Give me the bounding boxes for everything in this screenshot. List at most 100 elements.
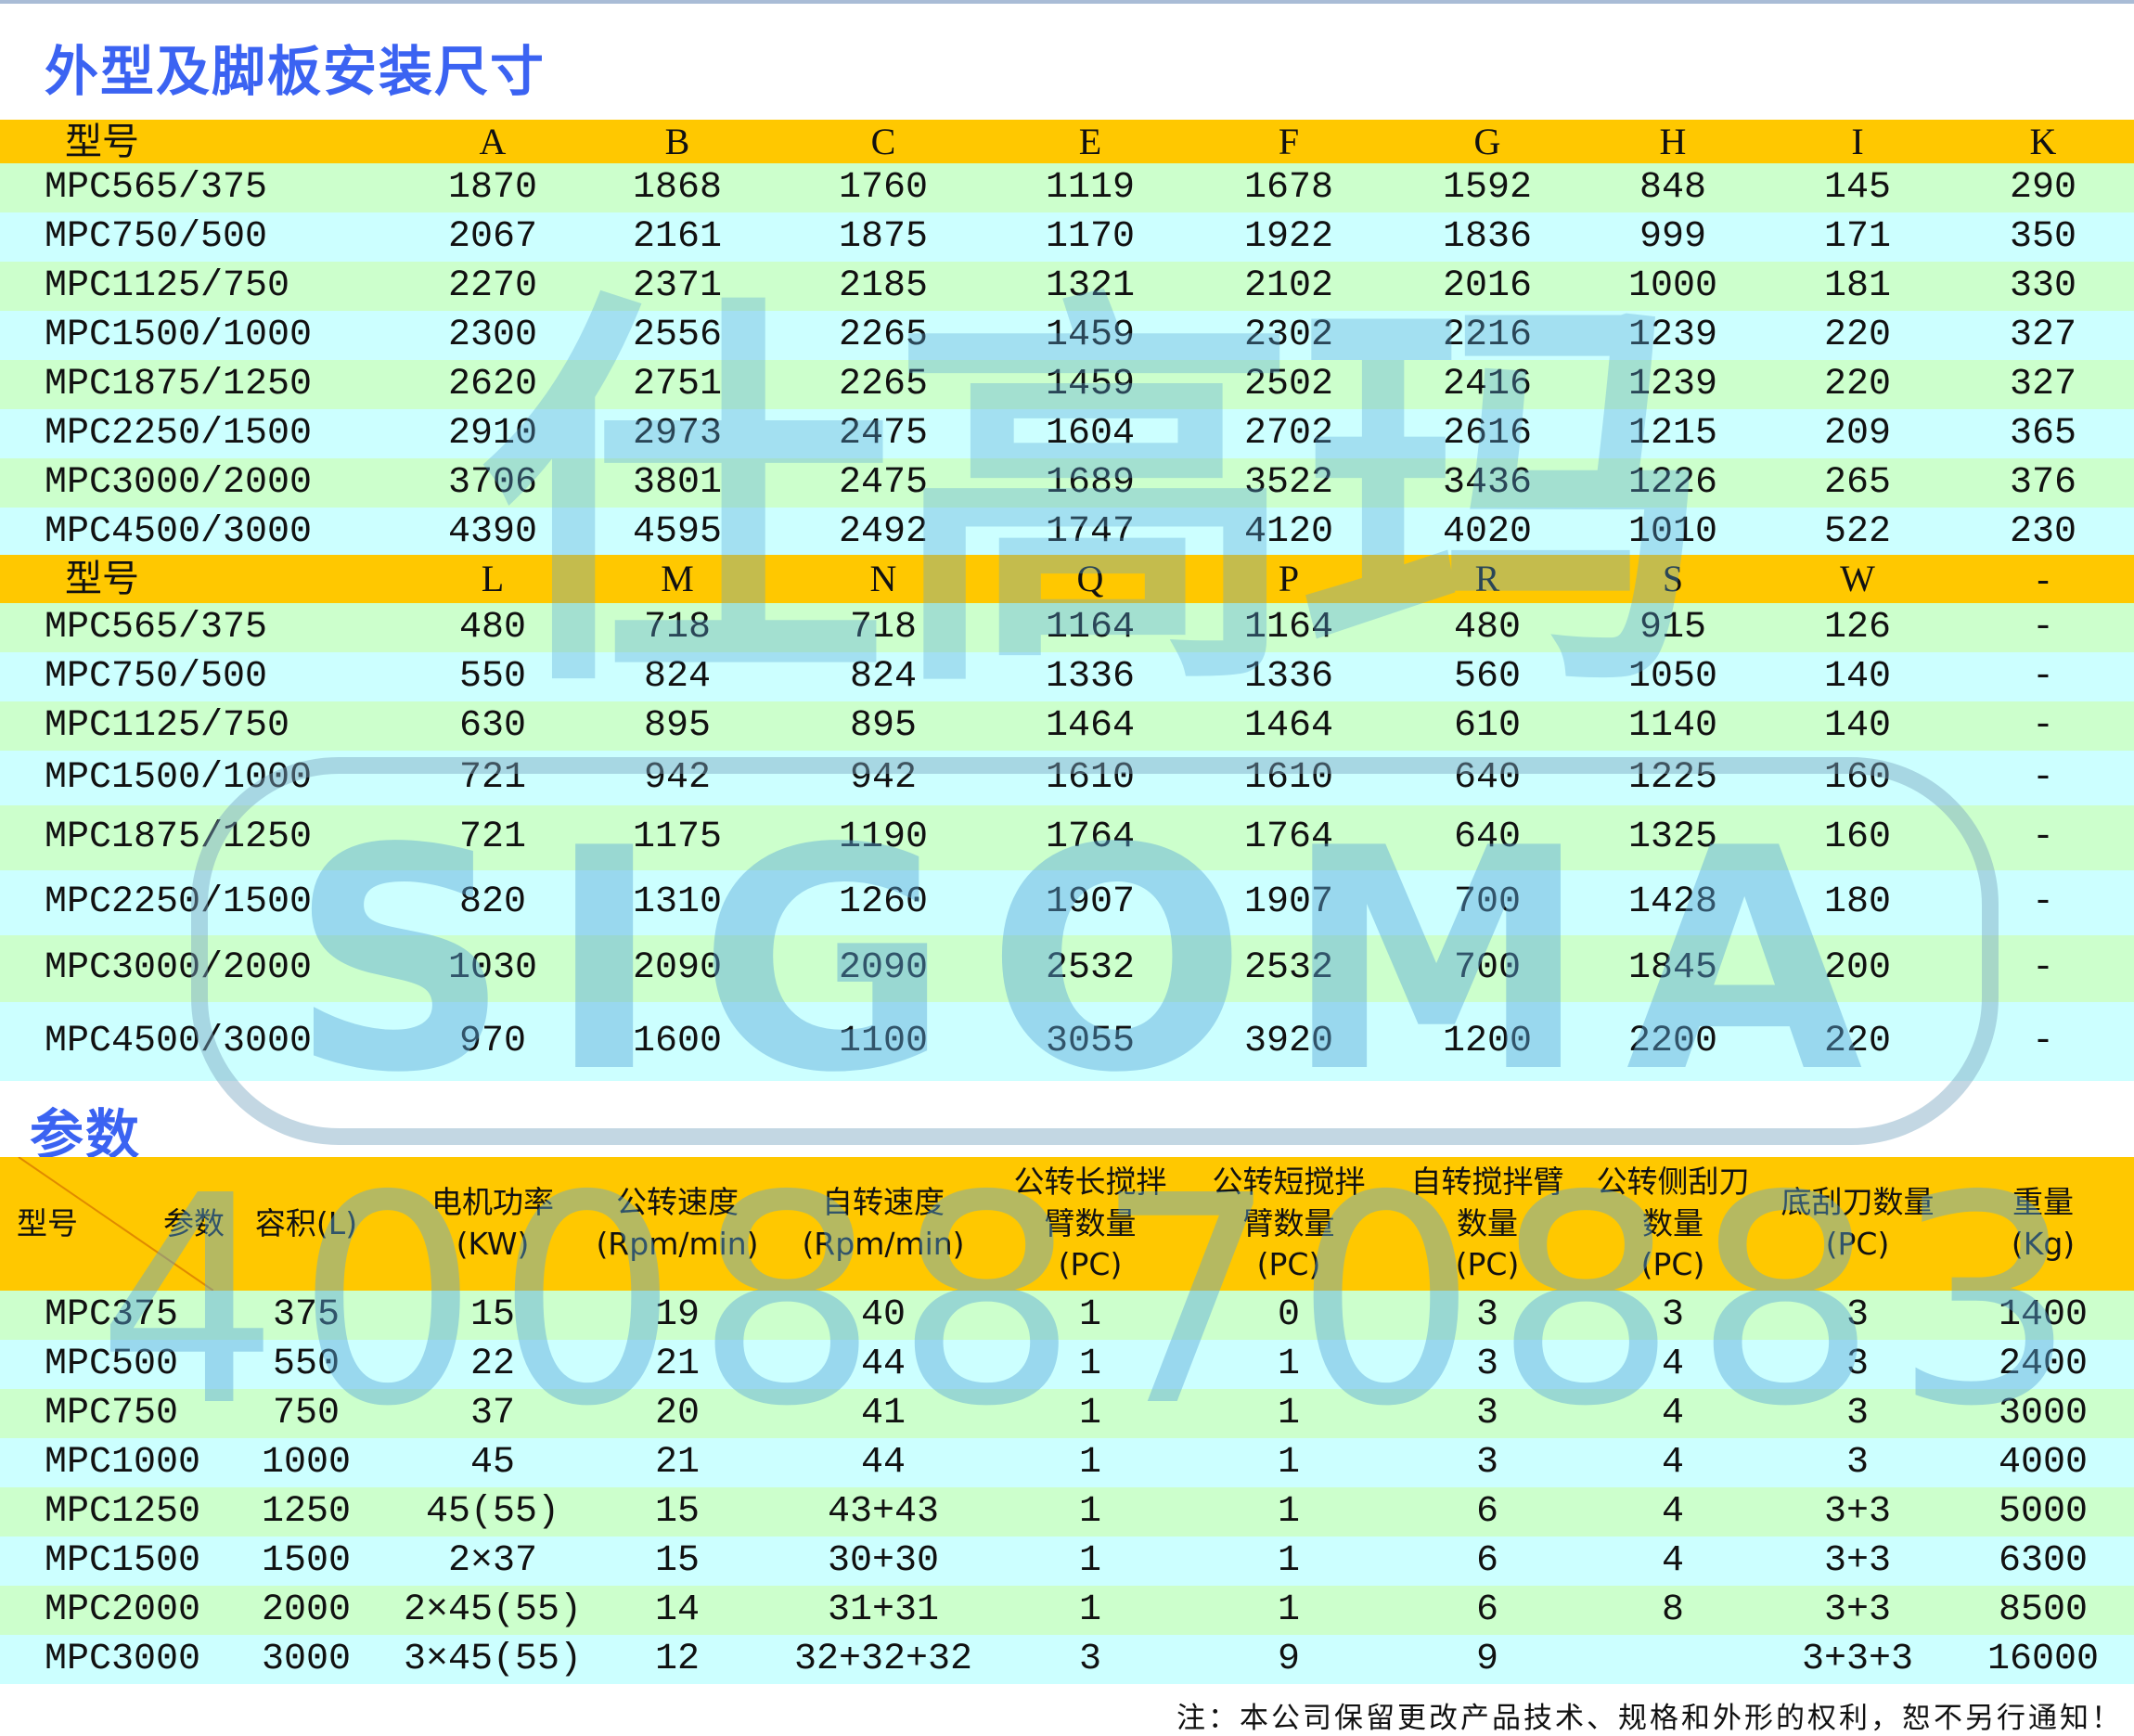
value-cell: 1600 bbox=[632, 1020, 723, 1062]
value-cell: 6 bbox=[1475, 1588, 1499, 1631]
value-cell: 970 bbox=[458, 1020, 527, 1062]
value-cell: 1 bbox=[1277, 1343, 1301, 1385]
value-cell: 32+32+32 bbox=[793, 1638, 973, 1680]
value-cell: 160 bbox=[1823, 817, 1892, 858]
value-cell: 1250 bbox=[261, 1490, 352, 1533]
value-cell: 1428 bbox=[1627, 881, 1718, 923]
value-cell: 2751 bbox=[632, 363, 723, 405]
value-cell: 1030 bbox=[447, 947, 538, 989]
value-cell: 209 bbox=[1823, 412, 1892, 455]
value-cell: 1215 bbox=[1627, 412, 1718, 455]
column-header: Q bbox=[1076, 558, 1104, 599]
table-row: MPC4500/3000 4390 4595 2492 1747 4120 4020 1010… bbox=[0, 508, 2134, 557]
value-cell: 3 bbox=[1475, 1343, 1499, 1385]
value-cell: 4020 bbox=[1442, 510, 1533, 553]
model-cell: MPC565/375 bbox=[45, 166, 268, 209]
value-cell: 44 bbox=[860, 1343, 906, 1385]
table-row: MPC2250/1500 820 1310 1260 1907 1907 700 1428 18… bbox=[0, 870, 2134, 935]
value-cell: 4 bbox=[1661, 1539, 1685, 1582]
value-cell: 3+3 bbox=[1823, 1539, 1892, 1582]
value-cell: 4595 bbox=[632, 510, 723, 553]
table-row: MPC1000 1000 45 21 44 1 1 3 4 3 4000 bbox=[0, 1438, 2134, 1487]
value-cell: 824 bbox=[849, 655, 918, 698]
value-cell: 895 bbox=[849, 704, 918, 747]
value-cell: 2067 bbox=[447, 215, 538, 258]
value-cell: 171 bbox=[1823, 215, 1892, 258]
value-cell: 327 bbox=[2009, 363, 2077, 405]
value-cell: 1 bbox=[1277, 1392, 1301, 1434]
value-cell: 1164 bbox=[1243, 606, 1334, 649]
value-cell: 640 bbox=[1453, 756, 1522, 799]
value-cell: - bbox=[2031, 655, 2055, 698]
value-cell: 220 bbox=[1823, 1020, 1892, 1062]
value-cell: 4 bbox=[1661, 1392, 1685, 1434]
value-cell: 8 bbox=[1661, 1588, 1685, 1631]
column-header: A bbox=[479, 120, 507, 162]
value-cell: 1010 bbox=[1627, 510, 1718, 553]
table-row: MPC2250/1500 2910 2973 2475 1604 2702 2616 1215… bbox=[0, 409, 2134, 458]
value-cell: 1464 bbox=[1045, 704, 1136, 747]
column-header: 型号 bbox=[17, 1204, 78, 1241]
value-cell: 376 bbox=[2009, 461, 2077, 504]
value-cell: 942 bbox=[643, 756, 712, 799]
value-cell: 4000 bbox=[1998, 1441, 2089, 1484]
value-cell: 1845 bbox=[1627, 947, 1718, 989]
value-cell: 2000 bbox=[261, 1588, 352, 1631]
value-cell: 2502 bbox=[1243, 363, 1334, 405]
value-cell: 610 bbox=[1453, 704, 1522, 747]
value-cell: 3436 bbox=[1442, 461, 1533, 504]
table-row: MPC565/375 480 718 718 1164 1164 480 915 126 - bbox=[0, 603, 2134, 652]
value-cell: 330 bbox=[2009, 264, 2077, 307]
value-cell: 999 bbox=[1639, 215, 1707, 258]
value-cell: 2556 bbox=[632, 314, 723, 356]
value-cell: 1922 bbox=[1243, 215, 1334, 258]
value-cell: 522 bbox=[1823, 510, 1892, 553]
value-cell: 21 bbox=[654, 1441, 701, 1484]
model-cell: MPC1125/750 bbox=[45, 704, 290, 747]
table-row: MPC750 750 37 20 41 1 1 3 4 3 3000 bbox=[0, 1389, 2134, 1438]
value-cell: 1610 bbox=[1243, 756, 1334, 799]
value-cell: 3 bbox=[1475, 1441, 1499, 1484]
table-row: MPC1500 1500 2×37 15 30+30 1 1 6 4 3+3 6300 bbox=[0, 1537, 2134, 1586]
value-cell: 2200 bbox=[1627, 1020, 1718, 1062]
model-cell: MPC3000 bbox=[45, 1638, 201, 1680]
value-cell: 145 bbox=[1823, 166, 1892, 209]
column-header: B bbox=[664, 120, 690, 162]
value-cell: 718 bbox=[849, 606, 918, 649]
value-cell: 1400 bbox=[1998, 1293, 2089, 1336]
value-cell: 1 bbox=[1078, 1392, 1102, 1434]
table-row: MPC1250 1250 45(55) 15 43+43 1 1 6 4 3+3 5000 bbox=[0, 1487, 2134, 1537]
model-cell: MPC1500/1000 bbox=[45, 756, 313, 799]
value-cell: 721 bbox=[458, 756, 527, 799]
value-cell: 1836 bbox=[1442, 215, 1533, 258]
value-cell: 1760 bbox=[838, 166, 929, 209]
value-cell: 3801 bbox=[632, 461, 723, 504]
column-header: 底刮刀数量 (PC) bbox=[1780, 1184, 1935, 1262]
value-cell: 1907 bbox=[1243, 881, 1334, 923]
value-cell: 1000 bbox=[261, 1441, 352, 1484]
value-cell: 2475 bbox=[838, 412, 929, 455]
value-cell: 750 bbox=[272, 1392, 341, 1434]
column-header: R bbox=[1474, 558, 1500, 599]
value-cell: 700 bbox=[1453, 947, 1522, 989]
table-row: MPC3000 3000 3×45(55) 12 32+32+32 3 9 9 3+3+3 160… bbox=[0, 1635, 2134, 1684]
value-cell: - bbox=[2031, 817, 2055, 858]
value-cell: 220 bbox=[1823, 363, 1892, 405]
value-cell: 3×45(55) bbox=[403, 1638, 583, 1680]
value-cell: 1764 bbox=[1243, 817, 1334, 858]
model-cell: MPC2000 bbox=[45, 1588, 201, 1631]
value-cell: 1310 bbox=[632, 881, 723, 923]
value-cell: 40 bbox=[860, 1293, 906, 1336]
value-cell: 1 bbox=[1078, 1343, 1102, 1385]
model-cell: MPC750/500 bbox=[45, 215, 268, 258]
value-cell: 2090 bbox=[632, 947, 723, 989]
value-cell: 31+31 bbox=[827, 1588, 940, 1631]
value-cell: 41 bbox=[860, 1392, 906, 1434]
value-cell: 2475 bbox=[838, 461, 929, 504]
table-row: MPC1125/750 2270 2371 2185 1321 2102 2016 1000 1… bbox=[0, 262, 2134, 311]
table-row: MPC1500/1000 2300 2556 2265 1459 2302 2216 1239… bbox=[0, 311, 2134, 360]
value-cell: 4120 bbox=[1243, 510, 1334, 553]
value-cell: 2185 bbox=[838, 264, 929, 307]
table-row: MPC565/375 1870 1868 1760 1119 1678 1592 848 145… bbox=[0, 163, 2134, 212]
model-cell: MPC750 bbox=[45, 1392, 179, 1434]
